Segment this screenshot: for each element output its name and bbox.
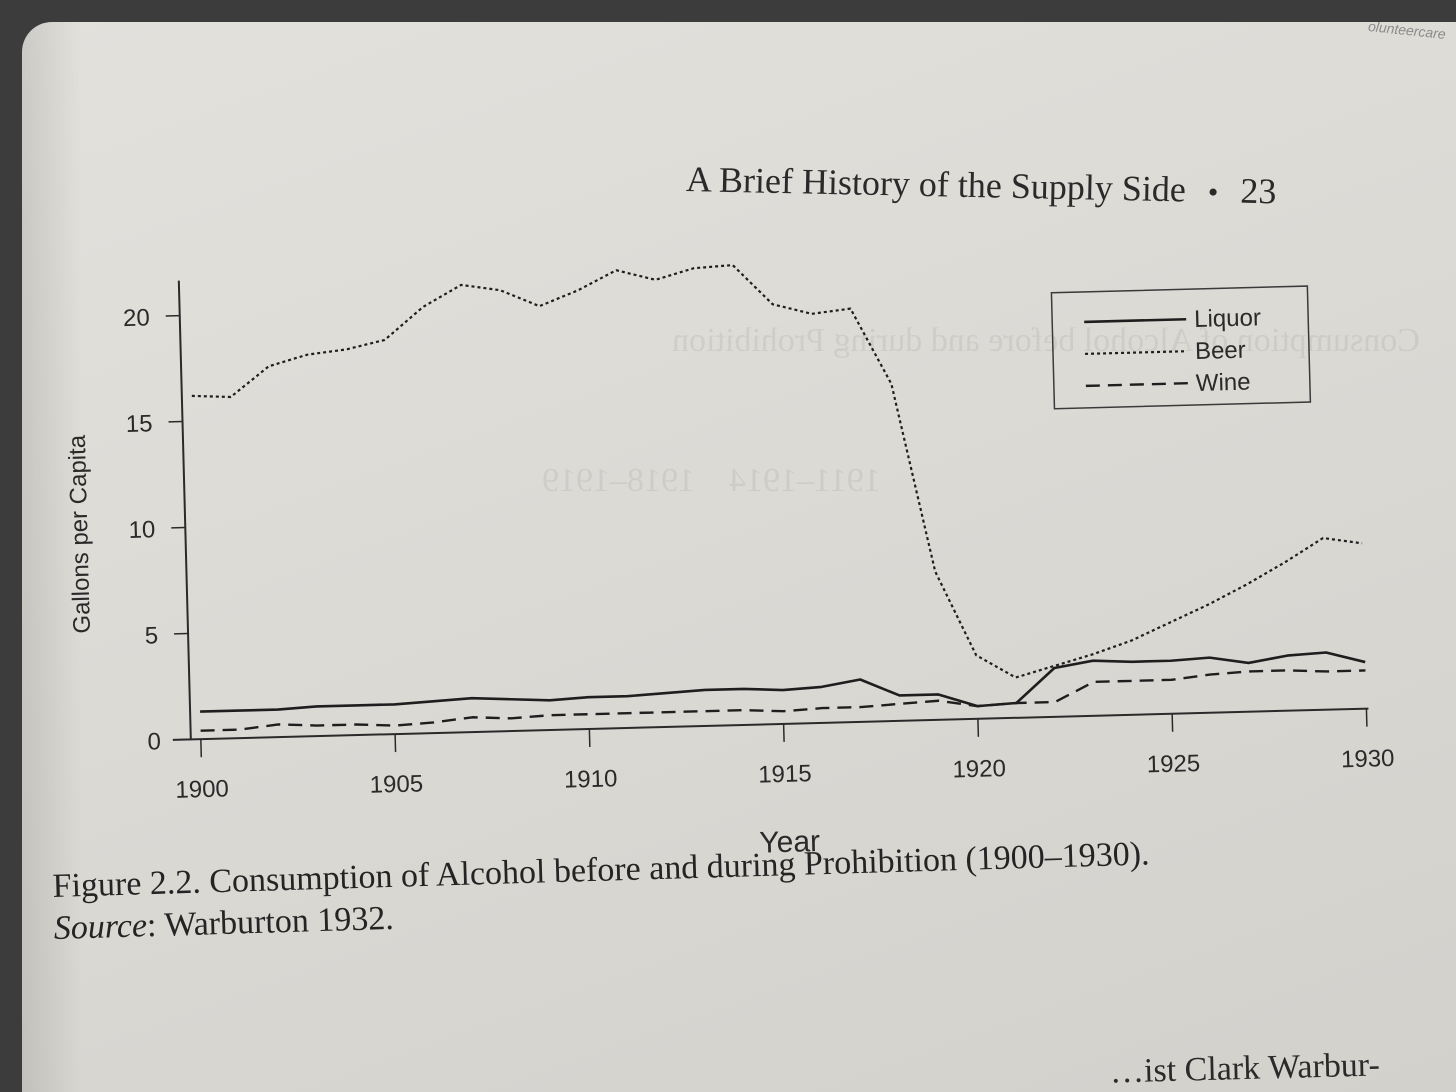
y-tick-label: 5 [144,622,158,649]
y-tick-label: 20 [123,304,150,332]
legend-label-liquor: Liquor [1194,304,1261,333]
y-ticks: 0 5 10 15 20 [123,304,191,756]
legend-label-beer: Beer [1195,337,1246,365]
x-tick-label: 1905 [369,770,423,798]
source-text: : Warburton 1932. [146,899,395,945]
body-text-fragment: …ist Clark Warbur- [1109,1046,1381,1091]
x-tick-label: 1920 [952,755,1006,783]
y-tick-label: 10 [128,516,155,544]
series-line-beer [191,263,1363,679]
legend-swatch-liquor [1084,317,1187,324]
series-line-liquor [200,651,1366,713]
book-page: Consumption of Alcohol before and during… [22,22,1456,1092]
source-label: Source [53,907,148,947]
x-tick-label: 1930 [1341,745,1395,773]
legend: Liquor Beer Wine [1050,285,1312,410]
series-line-wine [200,669,1366,732]
y-tick-label: 15 [126,410,153,438]
x-tick-label: 1910 [564,765,618,793]
legend-swatch-beer [1085,350,1188,355]
x-tick-label: 1900 [175,775,229,803]
series-lines [191,263,1366,732]
x-tick-label: 1915 [758,760,812,788]
page-spine-shadow [22,22,82,1092]
legend-label-wine: Wine [1196,369,1251,397]
x-ticks: 1900 1905 1910 1915 1920 1925 1930 [175,708,1395,804]
y-tick-label: 0 [147,728,161,755]
x-tick-label: 1925 [1146,750,1200,778]
y-axis-label: Gallons per Capita [64,434,96,634]
y-axis-line [177,280,192,740]
chart-body: 0 5 10 15 20 1900 1905 1910 1915 1920 1925 1930 Ga… [64,263,1395,860]
legend-entries: Liquor Beer Wine [1084,304,1261,397]
legend-swatch-wine [1085,382,1188,388]
legend-box [1050,285,1312,410]
x-axis-label: Year [759,825,820,860]
x-axis-line [172,707,1369,741]
